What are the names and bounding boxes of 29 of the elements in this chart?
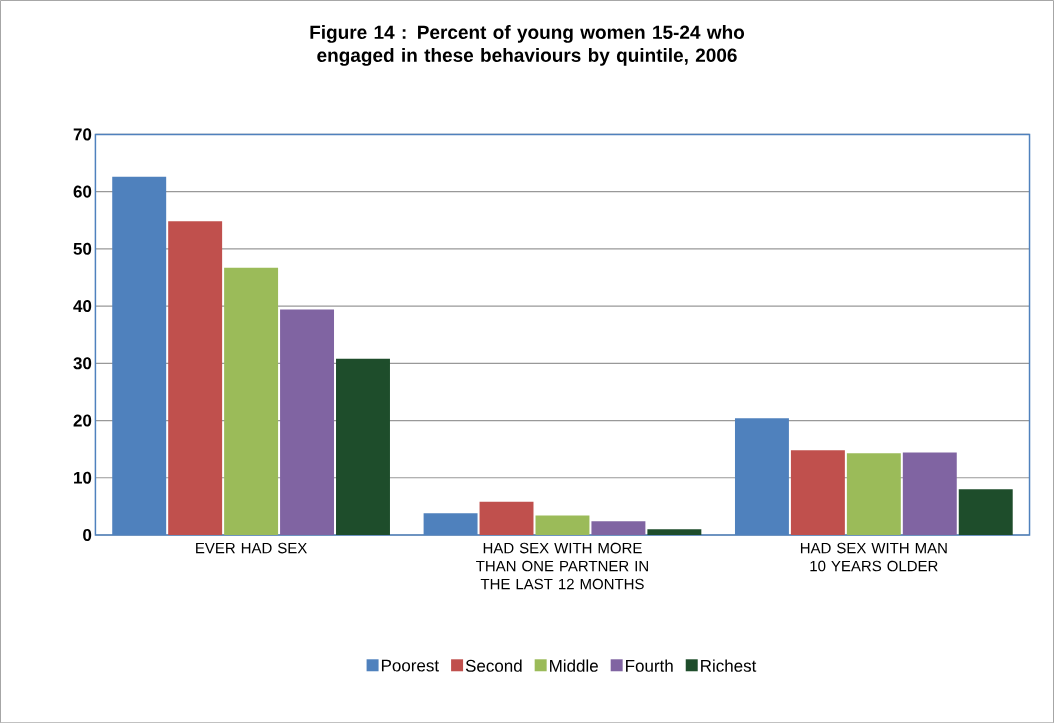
x-tick-label: HAD SEX WITH MAN 10 YEARS OLDER: [800, 542, 947, 572]
bar: [958, 489, 1013, 535]
y-tick-label: 0: [83, 528, 92, 541]
bar: [846, 453, 901, 535]
legend-label: Richest: [701, 659, 757, 672]
y-tick-label: 30: [73, 357, 92, 370]
y-tick-label: 40: [73, 299, 92, 312]
x-tick-label: EVER HAD SEX: [196, 542, 307, 554]
y-tick-label: 50: [73, 242, 92, 255]
y-tick-label: 70: [73, 128, 92, 141]
bar: [535, 515, 590, 535]
bar: [168, 221, 223, 535]
bar: [902, 452, 957, 535]
y-tick-label: 60: [73, 185, 92, 198]
legend-label: Middle: [550, 659, 598, 672]
legend-label: Poorest: [381, 659, 439, 672]
bar: [479, 501, 534, 535]
bar: [336, 358, 390, 535]
legend-label: Fourth: [626, 659, 673, 672]
bar: [224, 267, 279, 535]
bar: [280, 309, 335, 535]
x-tick-label: HAD SEX WITH MORE THAN ONE PARTNER IN THE LAST 12 MONTHS: [476, 542, 648, 590]
chart-title: Figure 14 : Percent of young women 15-24 who engaged in these behaviours by quintile, 2006: [310, 24, 745, 66]
bar: [647, 529, 702, 535]
legend-label: Second: [465, 659, 522, 672]
y-tick-label: 20: [73, 414, 92, 427]
bar: [790, 450, 845, 535]
y-tick-label: 10: [74, 471, 92, 484]
bar: [591, 521, 646, 535]
